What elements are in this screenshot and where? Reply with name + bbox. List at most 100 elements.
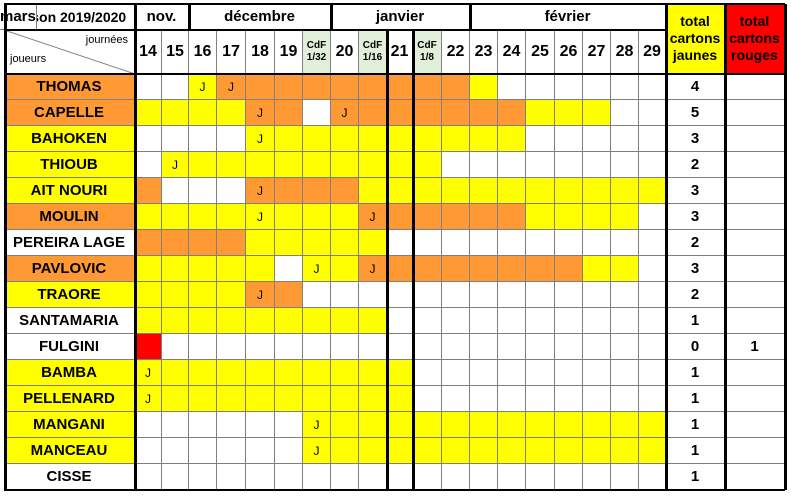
- matchday-cell: [303, 178, 331, 204]
- matchday-cell: [217, 386, 246, 412]
- player-name[interactable]: THIOUB: [4, 152, 135, 178]
- matchday-cell: [611, 152, 639, 178]
- matchday-cell: [442, 282, 470, 308]
- matchday-cell: [583, 412, 611, 438]
- matchday-cell: [498, 464, 526, 490]
- matchday-cell: [413, 126, 442, 152]
- player-name[interactable]: FULGINI: [4, 334, 135, 360]
- yellow-card-total: 0: [666, 334, 725, 360]
- matchday-cell: [498, 360, 526, 386]
- matchday-cell: [442, 256, 470, 282]
- matchday-cell: [555, 100, 583, 126]
- player-name[interactable]: BAMBA: [4, 360, 135, 386]
- matchday-cell: [583, 74, 611, 100]
- matchday-cell: [135, 74, 162, 100]
- matchday-cell: [498, 412, 526, 438]
- matchday-header: 29: [639, 30, 666, 74]
- matchday-cell: [359, 438, 387, 464]
- matchday-cell: [303, 204, 331, 230]
- matchday-cell: [189, 178, 217, 204]
- matchday-cell: [275, 308, 303, 334]
- matchday-header: 26: [555, 30, 583, 74]
- matchday-cell: [303, 360, 331, 386]
- player-name[interactable]: CISSE: [4, 464, 135, 490]
- matchday-cell: [413, 204, 442, 230]
- total-yellow-header-line: cartons: [669, 30, 721, 46]
- player-name[interactable]: TRAORE: [4, 282, 135, 308]
- matchday-cell: [189, 334, 217, 360]
- yellow-card-mark: J: [369, 209, 376, 224]
- matchday-cell: [470, 126, 498, 152]
- matchday-cell: [611, 126, 639, 152]
- matchday-cell: [162, 256, 189, 282]
- red-card-total: [725, 282, 785, 308]
- matchday-cell: [217, 126, 246, 152]
- yellow-card-total: 4: [666, 74, 725, 100]
- yellow-card-total: 1: [666, 412, 725, 438]
- matchday-cell: [387, 282, 413, 308]
- player-name[interactable]: MOULIN: [4, 204, 135, 230]
- matchday-cell: J: [359, 256, 387, 282]
- matchday-cell: [189, 126, 217, 152]
- matchday-cell: [217, 308, 246, 334]
- matchday-cell: [470, 360, 498, 386]
- matchday-cell: J: [162, 152, 189, 178]
- red-card-total: [725, 360, 785, 386]
- matchday-cell: [359, 464, 387, 490]
- matchday-cell: [639, 360, 666, 386]
- matchday-cell: [555, 152, 583, 178]
- matchday-cell: [470, 308, 498, 334]
- player-name[interactable]: AIT NOURI: [4, 178, 135, 204]
- matchday-cell: [359, 100, 387, 126]
- matchday-cell: [611, 464, 639, 490]
- matchday-cell: [162, 464, 189, 490]
- yellow-card-mark: J: [257, 287, 263, 302]
- matchday-cell: [442, 308, 470, 334]
- header-divider: [4, 73, 785, 75]
- matchday-cell: [387, 100, 413, 126]
- matchday-cell: [639, 74, 666, 100]
- matchday-cell: [303, 386, 331, 412]
- matchday-cell: [387, 204, 413, 230]
- matchday-cell: [217, 464, 246, 490]
- matchday-header: 19: [275, 30, 303, 74]
- matchday-cell: [189, 308, 217, 334]
- matchday-cell: [135, 412, 162, 438]
- matchday-cell: [583, 464, 611, 490]
- matchday-cell: [413, 334, 442, 360]
- matchday-cell: [555, 256, 583, 282]
- matchday-cell: [275, 334, 303, 360]
- player-name[interactable]: PEREIRA LAGE: [4, 230, 135, 256]
- player-name[interactable]: BAHOKEN: [4, 126, 135, 152]
- player-name[interactable]: CAPELLE: [4, 100, 135, 126]
- matchday-cell: [387, 178, 413, 204]
- yellow-card-mark: J: [257, 131, 263, 146]
- player-name[interactable]: SANTAMARIA: [4, 308, 135, 334]
- matchday-cell: [331, 438, 359, 464]
- matchday-cell: [526, 230, 555, 256]
- matchday-cell: [303, 334, 331, 360]
- matchday-cell: [583, 204, 611, 230]
- matchday-cell: [275, 178, 303, 204]
- matchday-cell: [359, 412, 387, 438]
- matchday-cell: [387, 464, 413, 490]
- matchday-cell: [331, 282, 359, 308]
- player-name[interactable]: THOMAS: [4, 74, 135, 100]
- matchday-cell: [162, 438, 189, 464]
- matchday-header: 22: [442, 30, 470, 74]
- matchday-cell: [470, 412, 498, 438]
- yellow-card-mark: J: [145, 365, 151, 380]
- matchday-cell: [275, 100, 303, 126]
- player-name[interactable]: PAVLOVIC: [4, 256, 135, 282]
- matchday-cell: [303, 126, 331, 152]
- matchday-cell: [526, 256, 555, 282]
- yellow-card-total: 3: [666, 126, 725, 152]
- player-name[interactable]: PELLENARD: [4, 386, 135, 412]
- player-name[interactable]: MANGANI: [4, 412, 135, 438]
- cup-label: CdF: [306, 39, 327, 51]
- total-red-header: total cartons rouges: [725, 4, 785, 74]
- matchday-cell: [135, 308, 162, 334]
- player-name[interactable]: MANCEAU: [4, 438, 135, 464]
- outer-border-right: [784, 4, 787, 490]
- red-card-total: [725, 412, 785, 438]
